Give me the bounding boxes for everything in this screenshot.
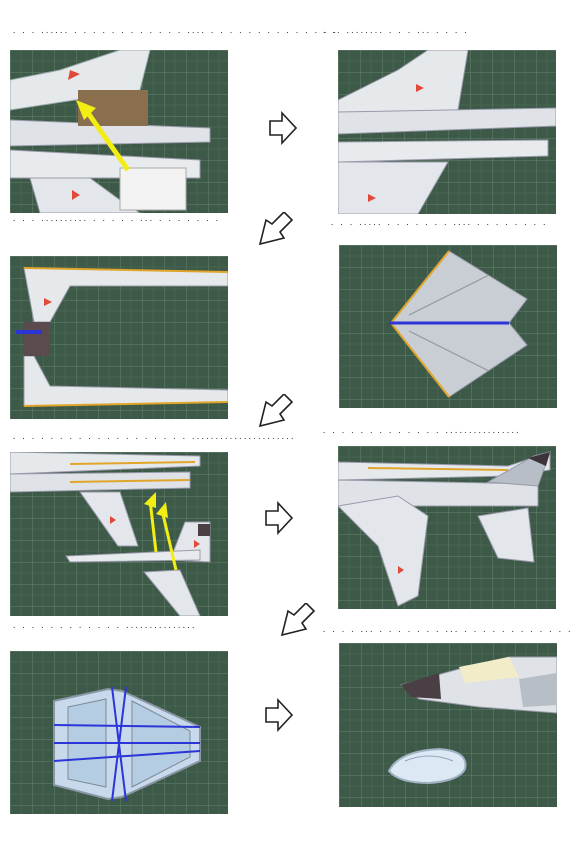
step-4-caption: . . . ..... . . . . . . . .... . . . . .… <box>330 219 547 227</box>
step-8-photo <box>339 643 557 807</box>
step-3-photo <box>10 256 228 419</box>
hollow-arrow-right-icon <box>265 698 294 732</box>
hollow-arrow-down-left-icon <box>280 603 316 637</box>
step-1-caption: . . . ...... . . . . . . . . . . . . ...… <box>12 27 338 35</box>
hollow-arrow-right-icon <box>269 111 298 145</box>
step-2-photo <box>338 50 556 214</box>
hollow-arrow-down-left-icon <box>258 212 294 246</box>
step-7-photo <box>10 651 228 814</box>
step-5-photo <box>10 452 228 616</box>
step-3-caption: . . . .......... . . . . . ... . . . . .… <box>12 215 220 223</box>
hollow-arrow-right-icon <box>265 501 294 535</box>
step-6-photo <box>338 446 556 609</box>
step-6-caption: . . . . . . . . . . . . . ..............… <box>322 427 521 435</box>
step-1-photo <box>10 50 228 213</box>
step-4-photo <box>339 245 557 408</box>
hollow-arrow-down-left-icon <box>258 394 294 428</box>
step-2-caption: . .. ........ . . . ... . . . . <box>322 27 469 35</box>
step-7-caption: . . . . . . . . . . . . ............... <box>12 622 196 630</box>
step-8-caption: . . . . ... . . . . . . . ... . . . . . … <box>322 626 572 634</box>
step-5-caption: . . . . . . . . . . . . . . . . . . . ..… <box>12 433 295 441</box>
